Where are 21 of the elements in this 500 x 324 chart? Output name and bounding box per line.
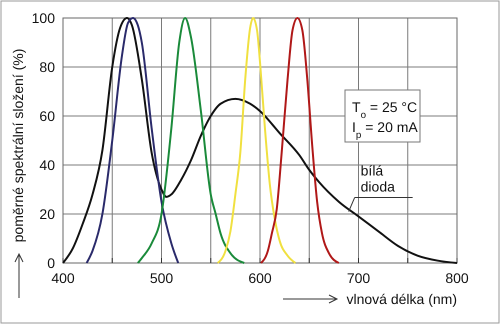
line-series — [216, 17, 296, 264]
y-tick-label: 60 — [39, 108, 56, 124]
y-tick-label: 40 — [39, 157, 56, 173]
y-tick-label: 100 — [32, 10, 56, 26]
y-tick-label: 20 — [39, 206, 56, 222]
line-series — [260, 17, 340, 264]
x-tick-label: 600 — [248, 270, 272, 286]
y-axis-title: poměrné spektrální složení (%) — [10, 48, 26, 242]
x-tick-label: 400 — [51, 270, 75, 286]
y-tick-label: 0 — [47, 255, 56, 271]
x-tick-label: 800 — [445, 270, 469, 286]
annotation: T$_{o}$ = 25 °C — [352, 99, 418, 120]
line-series — [136, 17, 246, 264]
annotation: I$_{p}$ = 20 mA — [352, 119, 418, 140]
annotation: bílá dioda — [360, 162, 396, 195]
x-tick-label: 700 — [346, 270, 370, 286]
line-series — [86, 17, 180, 264]
line-series — [62, 17, 458, 264]
y-tick-label: 80 — [39, 59, 56, 75]
x-tick-label: 500 — [150, 270, 174, 286]
x-axis-title: vlnová délka (nm) — [346, 291, 457, 307]
